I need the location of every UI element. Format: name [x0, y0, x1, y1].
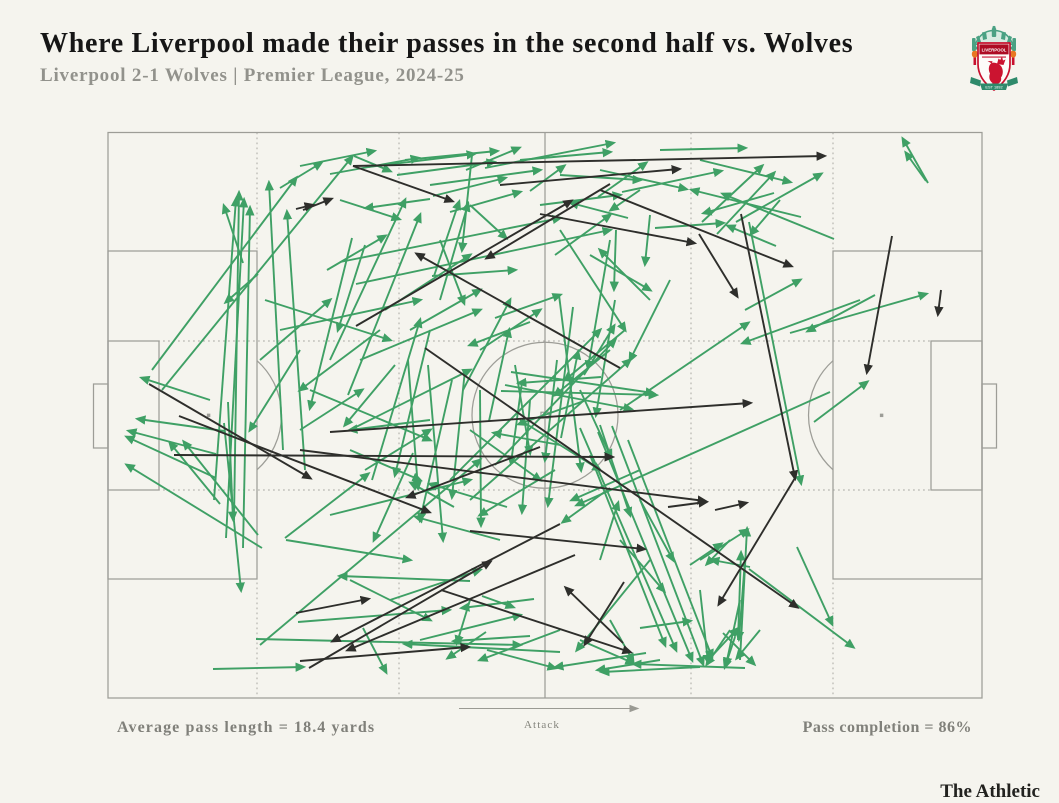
- svg-text:LIVERPOOL: LIVERPOOL: [982, 48, 1007, 53]
- svg-text:EST 1892: EST 1892: [985, 85, 1002, 90]
